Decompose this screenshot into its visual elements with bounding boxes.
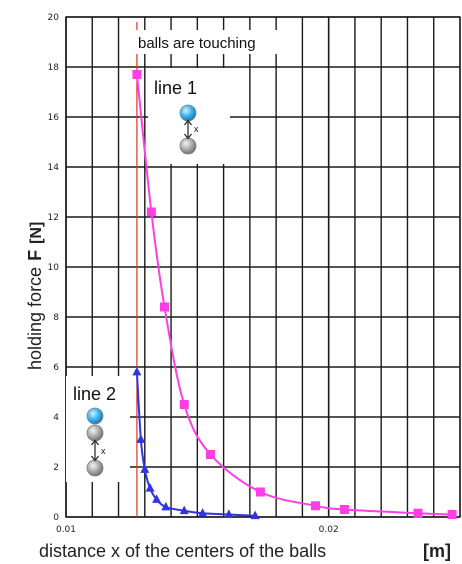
y-axis-label: holding force [25,267,45,370]
plot-border [65,16,461,518]
y-tick-label: 20 [48,13,60,23]
data-point [205,450,215,459]
y-tick-label: 2 [53,463,59,473]
data-point [224,509,234,518]
data-point [152,494,162,503]
touching-label-background [135,30,291,54]
x-axis-unit: [m] [423,541,451,561]
data-point [160,302,169,312]
y-axis-title: holding force F [N] [25,222,45,370]
data-point [140,464,150,473]
data-point [255,487,265,497]
data-point [339,505,349,514]
series-2 [132,366,260,520]
y-axis-unit: [N] [28,222,45,244]
series-1 [132,70,457,519]
data-point [132,366,142,376]
x-tick-label: 0.01 [56,525,76,535]
line-1-label: line 1 [154,78,197,98]
line-2-label: line 2 [73,384,116,404]
y-tick-label: 4 [53,413,59,423]
y-tick-label: 12 [48,213,59,223]
x-tick-label: 0.02 [319,525,339,535]
y-axis-symbol: F [25,250,45,261]
data-point [311,501,321,511]
data-point [146,207,156,217]
data-point [179,400,189,409]
data-point [250,510,260,520]
ball-pair-icon-line-1: x [179,104,199,155]
distance-label: x [194,124,199,134]
y-tick-label: 14 [48,163,60,173]
y-tick-label: 0 [53,513,59,523]
tick-labels: 0 2 4 6 8 10 12 14 16 18 20 0.01 0.02 [48,13,339,535]
data-point [198,508,208,517]
data-point [413,508,423,518]
distance-label: x [101,446,106,456]
data-point [161,501,171,511]
y-tick-label: 8 [53,313,59,323]
data-point [132,70,142,79]
data-point [179,505,189,515]
y-tick-label: 18 [48,63,60,73]
data-point [447,510,457,519]
x-axis-label: distance x of the centers of the balls [39,541,326,561]
y-tick-label: 16 [48,113,60,123]
series-2-line [135,371,256,517]
touching-label: balls are touching [138,35,256,52]
series [132,70,457,520]
data-point [145,483,155,492]
y-tick-label: 6 [53,363,59,373]
ball-pair-icon-line-2: x [86,407,106,477]
svg-text:holding forceF[N]: holding force F [N] [25,222,45,370]
y-tick-label: 10 [48,263,60,273]
data-point [136,434,146,443]
